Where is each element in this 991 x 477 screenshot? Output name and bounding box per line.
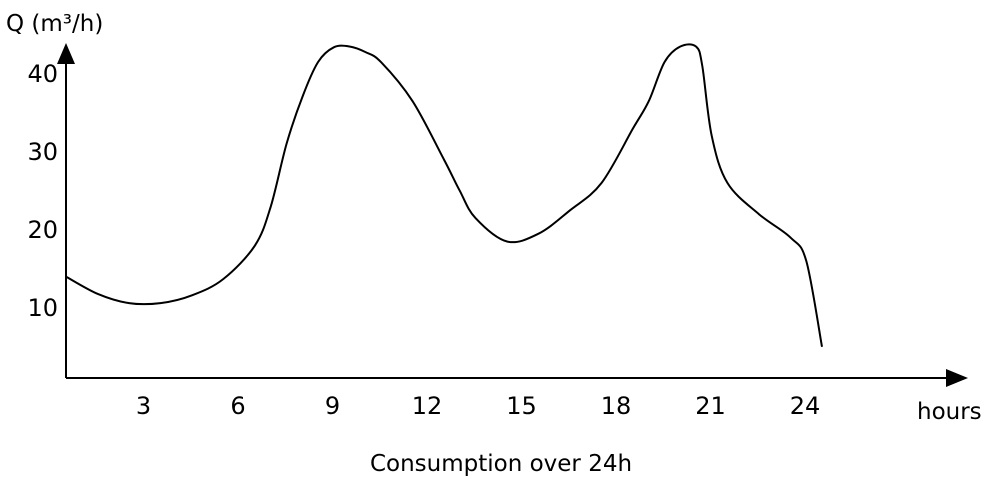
x-tick-label: 3 [136,392,151,420]
x-tick-label: 15 [506,392,537,420]
y-tick-label: 30 [27,138,58,166]
y-axis-label: Q (m³/h) [6,11,103,37]
x-tick-label: 6 [230,392,245,420]
chart-title: Consumption over 24h [370,451,632,477]
x-tick-label: 21 [695,392,726,420]
y-tick-label: 10 [27,294,58,322]
x-axis [66,369,968,387]
y-axis [57,43,75,378]
x-tick-label: 18 [601,392,632,420]
y-tick-label: 40 [27,60,58,88]
series-line [65,43,823,347]
y-tick-labels: 10 20 30 40 [27,60,58,322]
x-tick-label: 24 [790,392,821,420]
x-axis-label: hours [917,399,982,425]
x-tick-label: 9 [325,392,340,420]
x-tick-label: 12 [412,392,443,420]
x-axis-arrow-icon [946,369,968,387]
y-tick-label: 20 [27,216,58,244]
x-tick-labels: 3 6 9 12 15 18 21 24 [136,392,820,420]
y-axis-arrow-icon [57,43,75,64]
